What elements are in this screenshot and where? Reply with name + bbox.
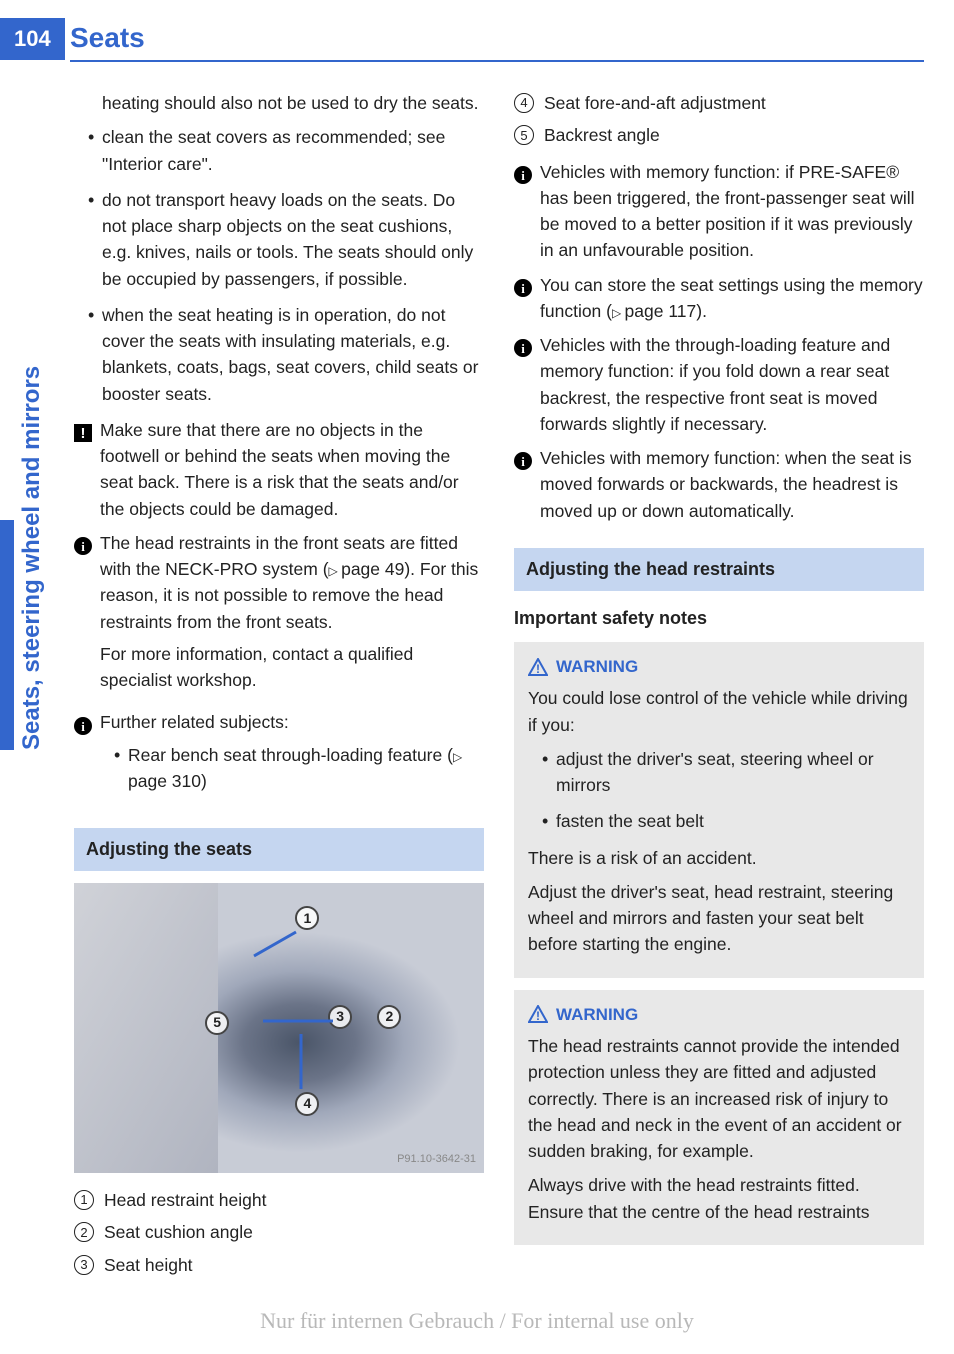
callout-number: 1	[74, 1190, 94, 1210]
info-text: Vehicles with the through-loading featur…	[540, 332, 924, 437]
list-item: Rear bench seat through-loading feature …	[114, 742, 484, 795]
right-column: 4 Seat fore-and-aft adjustment 5 Backrest …	[514, 90, 924, 1274]
list-item: do not transport heavy loads on the seat…	[88, 187, 484, 292]
svg-text:i: i	[521, 341, 525, 356]
note-text: Make sure that there are no objects in t…	[100, 417, 484, 522]
warning-text: The head restraints cannot provide the i…	[528, 1033, 910, 1164]
warning-text: You could lose control of the vehicle wh…	[528, 685, 910, 738]
info-icon: i	[74, 717, 92, 735]
callout-item: 2 Seat cushion angle	[74, 1219, 484, 1245]
info-icon: i	[514, 166, 532, 184]
arrow-icon	[291, 1034, 311, 1094]
precaution-list: clean the seat covers as recommended; se…	[74, 124, 484, 407]
info-icon: i	[514, 339, 532, 357]
info-icon: i	[74, 537, 92, 555]
warning-text: There is a risk of an accident.	[528, 845, 910, 871]
page-reference: page 49	[329, 559, 405, 579]
exclamation-icon: !	[74, 424, 92, 442]
info-note-memory: i You can store the seat settings using …	[514, 272, 924, 325]
arrow-icon	[263, 1011, 343, 1031]
info-icon: i	[514, 452, 532, 470]
info-icon: i	[514, 279, 532, 297]
list-item: fasten the seat belt	[542, 808, 910, 834]
info-text: You can store the seat settings using th…	[540, 275, 923, 321]
callout-legend: 1 Head restraint height 2 Seat cushion ang…	[74, 1187, 484, 1278]
info-note-related: i Further related subjects: Rear bench s…	[74, 709, 484, 804]
callout-item: 4 Seat fore-and-aft adjustment	[514, 90, 924, 116]
info-note-throughload: i Vehicles with the through-loading feat…	[514, 332, 924, 437]
info-text: For more information, contact a qualifie…	[100, 641, 484, 694]
left-column: heating should also not be used to dry t…	[74, 90, 484, 1274]
callout-number: 5	[514, 125, 534, 145]
info-note-presafe: i Vehicles with memory function: if PRE-…	[514, 159, 924, 264]
callout-label: Seat cushion angle	[104, 1219, 253, 1245]
callout-label: Seat height	[104, 1252, 193, 1278]
related-item-text: Rear bench seat through-loading feature …	[128, 745, 453, 765]
svg-text:!: !	[536, 1009, 540, 1023]
svg-text:!: !	[81, 425, 86, 442]
callout-legend-cont: 4 Seat fore-and-aft adjustment 5 Backrest …	[514, 90, 924, 149]
arrow-icon	[246, 924, 306, 964]
content-area: heating should also not be used to dry t…	[74, 90, 924, 1274]
seat-controls-image: 1 2 3 4 5 P91.10-3642-31	[74, 883, 484, 1173]
warning-triangle-icon: !	[528, 658, 548, 676]
warning-box-2: ! WARNING The head restraints cannot pro…	[514, 990, 924, 1245]
warning-box-1: ! WARNING You could lose control of the …	[514, 642, 924, 978]
callout-number: 3	[74, 1255, 94, 1275]
page-reference: page 117	[612, 301, 696, 321]
related-item-text: )	[201, 771, 207, 791]
info-note-neckpro: i The head restraints in the front seats…	[74, 530, 484, 702]
section-header-head-restraints: Adjusting the head restraints	[514, 548, 924, 591]
svg-text:i: i	[521, 281, 525, 296]
image-callout-5: 5	[205, 1011, 229, 1035]
header-divider	[70, 60, 924, 62]
warning-text: Always drive with the head restraints fi…	[528, 1172, 910, 1225]
subsection-title: Important safety notes	[514, 605, 924, 632]
svg-text:i: i	[81, 539, 85, 554]
callout-item: 3 Seat height	[74, 1252, 484, 1278]
section-header-adjusting-seats: Adjusting the seats	[74, 828, 484, 871]
info-text: Vehicles with memory function: if PRE-SA…	[540, 159, 924, 264]
callout-label: Seat fore-and-aft adjustment	[544, 90, 766, 116]
side-tab-marker	[0, 520, 14, 750]
list-item: adjust the driver's seat, steering wheel…	[542, 746, 910, 799]
callout-number: 4	[514, 93, 534, 113]
list-item: clean the seat covers as recommended; se…	[88, 124, 484, 177]
warning-title: ! WARNING	[528, 1002, 910, 1028]
side-tab-label: Seats, steering wheel and mirrors	[18, 366, 46, 750]
warning-label: WARNING	[556, 1002, 638, 1028]
info-text: Vehicles with memory function: when the …	[540, 445, 924, 524]
list-item: when the seat heating is in operation, d…	[88, 302, 484, 407]
caution-note: ! Make sure that there are no objects in…	[74, 417, 484, 522]
svg-text:i: i	[521, 168, 525, 183]
svg-text:i: i	[81, 719, 85, 734]
svg-text:!: !	[536, 662, 540, 676]
warning-text: Adjust the driver's seat, head restraint…	[528, 879, 910, 958]
warning-label: WARNING	[556, 654, 638, 680]
warning-triangle-icon: !	[528, 1005, 548, 1023]
callout-item: 5 Backrest angle	[514, 122, 924, 148]
continuation-text: heating should also not be used to dry t…	[74, 90, 484, 116]
chapter-title: Seats	[70, 18, 145, 58]
info-note-headrest-auto: i Vehicles with memory function: when th…	[514, 445, 924, 524]
callout-label: Backrest angle	[544, 122, 660, 148]
callout-label: Head restraint height	[104, 1187, 266, 1213]
image-code: P91.10-3642-31	[397, 1151, 476, 1168]
callout-number: 2	[74, 1222, 94, 1242]
info-text: Further related subjects:	[100, 712, 289, 732]
page-number: 104	[0, 18, 65, 60]
warning-title: ! WARNING	[528, 654, 910, 680]
info-text: ).	[696, 301, 707, 321]
watermark: Nur für internen Gebrauch / For internal…	[0, 1308, 954, 1334]
svg-text:i: i	[521, 454, 525, 469]
callout-item: 1 Head restraint height	[74, 1187, 484, 1213]
